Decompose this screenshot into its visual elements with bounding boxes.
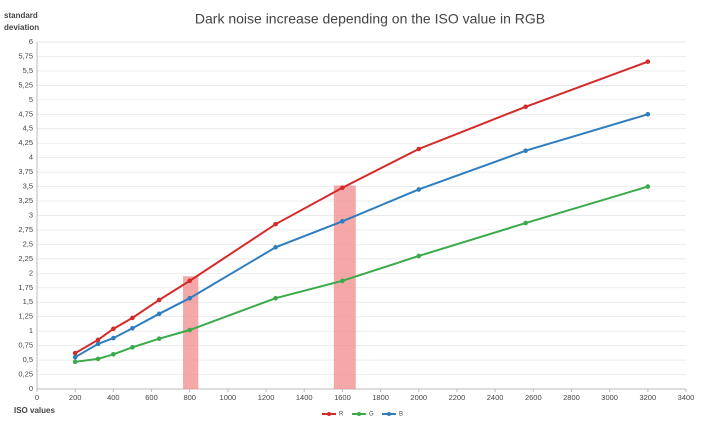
y-tick-label: 4,5 [23, 124, 33, 133]
y-tick-label: 2 [29, 268, 33, 277]
legend-marker [327, 412, 331, 416]
legend-marker [387, 412, 391, 416]
data-point [187, 327, 193, 333]
y-tick-label: 4,25 [18, 138, 33, 147]
y-tick-label: 1 [29, 326, 33, 335]
x-tick-label: 2800 [563, 393, 580, 402]
x-tick-label: 400 [107, 393, 120, 402]
data-point [72, 359, 78, 365]
data-point [273, 295, 278, 301]
data-point [130, 345, 135, 350]
data-point [523, 148, 528, 154]
data-point [645, 184, 651, 189]
y-tick-label: 3 [29, 210, 33, 219]
y-tick-label: 3,75 [18, 167, 33, 176]
x-tick-label: 2400 [487, 393, 504, 402]
data-point [340, 218, 345, 224]
x-tick-label: 1800 [372, 393, 389, 402]
data-point [416, 187, 422, 192]
y-tick-label: 1,25 [18, 312, 33, 321]
x-tick-label: 200 [69, 393, 82, 402]
data-point [340, 185, 345, 191]
y-axis-label: deviation [4, 23, 39, 32]
y-tick-label: 4 [29, 153, 33, 162]
data-point [187, 295, 193, 301]
y-tick-label: 1,75 [18, 283, 33, 292]
data-point [416, 253, 422, 259]
highlight-band [333, 185, 356, 389]
y-tick-label: 0,25 [18, 370, 33, 379]
y-tick-label: 3,25 [18, 196, 33, 205]
highlight-band [183, 276, 199, 389]
data-point [156, 311, 162, 317]
legend-marker [357, 412, 361, 416]
x-tick-label: 2600 [525, 393, 542, 402]
x-tick-label: 0 [35, 393, 39, 402]
data-point [111, 335, 116, 341]
y-tick-label: 1,5 [23, 297, 33, 306]
y-tick-label: 5,75 [18, 51, 33, 60]
data-point [645, 59, 651, 64]
x-tick-label: 2000 [410, 393, 427, 402]
data-point [156, 297, 162, 303]
y-tick-label: 5,25 [18, 80, 33, 89]
y-tick-label: 2,25 [18, 254, 33, 263]
data-point [416, 146, 422, 152]
data-point [72, 350, 78, 356]
x-axis-label: ISO values [14, 406, 55, 415]
data-point [523, 104, 528, 110]
legend-label: B [399, 412, 403, 418]
data-point [111, 352, 116, 357]
y-tick-label: 5,5 [23, 66, 33, 75]
data-point [130, 315, 135, 321]
x-tick-label: 3000 [601, 393, 618, 402]
x-tick-label: 3200 [639, 393, 656, 402]
x-tick-label: 2200 [449, 393, 466, 402]
data-point [72, 354, 78, 360]
x-tick-label: 1600 [334, 393, 351, 402]
y-tick-label: 0,5 [23, 355, 33, 364]
x-tick-label: 1400 [296, 393, 313, 402]
data-point [273, 221, 278, 227]
data-point [340, 278, 345, 284]
y-tick-label: 6 [29, 37, 33, 46]
chart-title: Dark noise increase depending on the ISO… [195, 11, 545, 27]
series-line [74, 60, 649, 355]
x-tick-label: 3400 [678, 393, 695, 402]
x-tick-label: 600 [145, 393, 158, 402]
data-point [95, 356, 101, 362]
y-tick-label: 3,5 [23, 182, 33, 191]
series-line [74, 113, 649, 359]
legend-label: G [369, 412, 374, 418]
y-tick-label: 2,5 [23, 239, 33, 248]
data-point [187, 278, 193, 284]
y-tick-label: 4,75 [18, 109, 33, 118]
y-tick-label: 5 [29, 95, 33, 104]
data-point [523, 220, 528, 226]
data-point [95, 337, 101, 343]
data-point [156, 336, 162, 341]
y-tick-label: 2,75 [18, 225, 33, 234]
y-tick-label: 0,75 [18, 341, 33, 350]
y-axis-label: standard [4, 11, 38, 20]
legend-label: R [339, 412, 344, 418]
x-tick-label: 1000 [220, 393, 237, 402]
y-tick-label: 0 [29, 384, 33, 393]
x-tick-label: 1200 [258, 393, 275, 402]
data-point [111, 326, 116, 332]
data-point [273, 245, 278, 250]
x-tick-label: 800 [183, 393, 196, 402]
data-point [95, 341, 101, 347]
data-point [130, 325, 135, 331]
data-point [645, 111, 651, 117]
